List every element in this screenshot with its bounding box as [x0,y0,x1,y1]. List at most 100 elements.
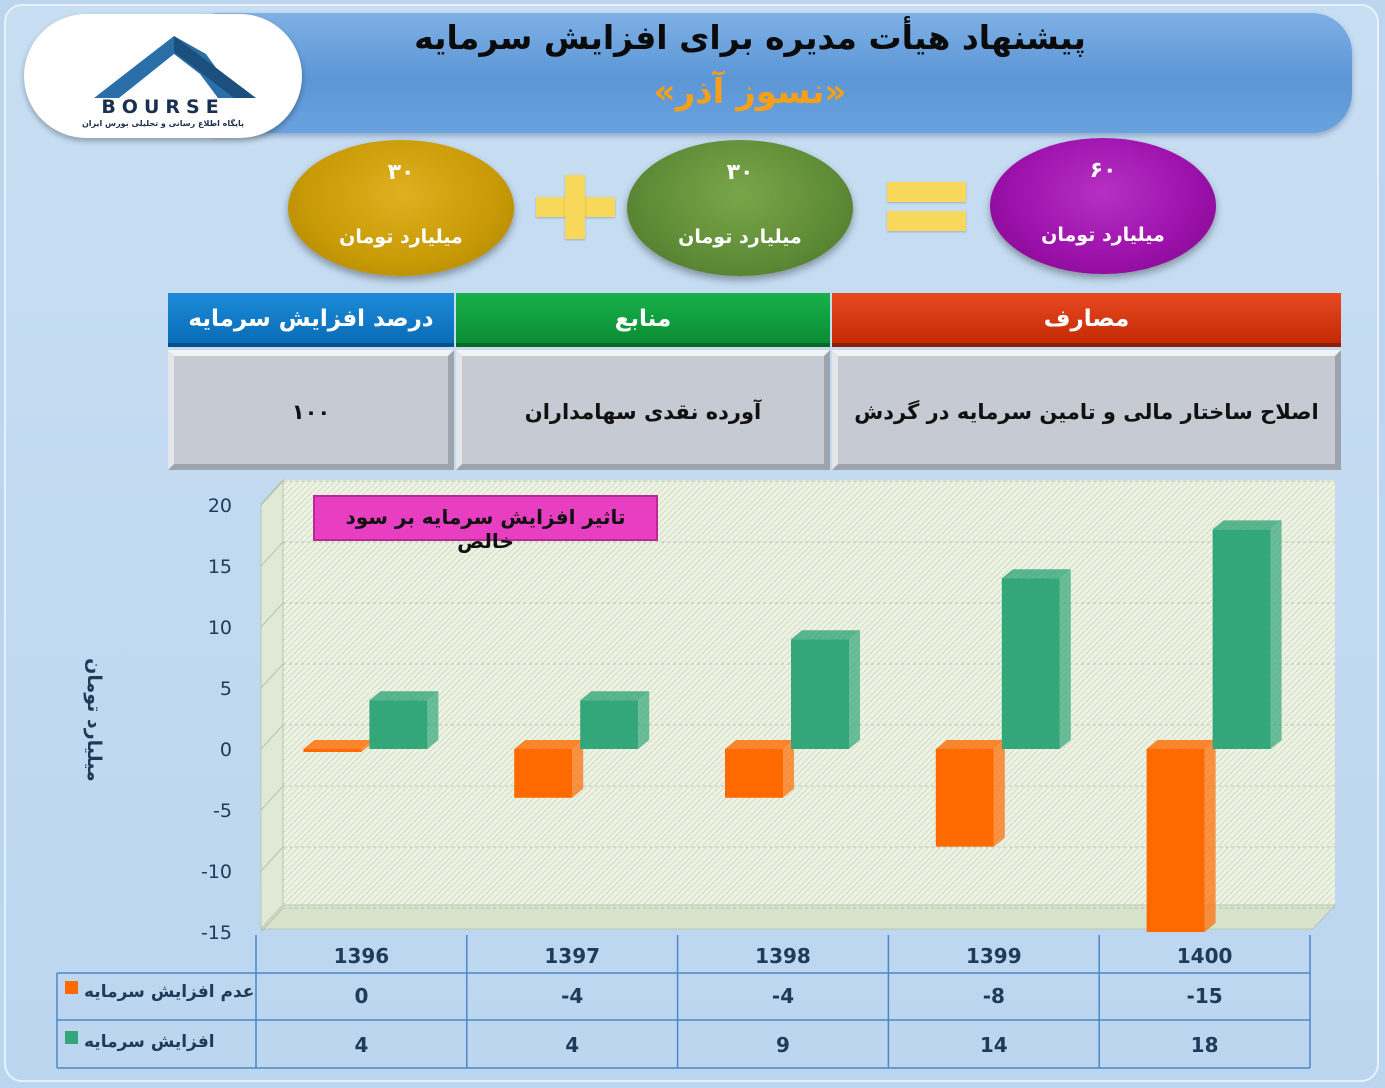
bar-increase-1396 [369,691,439,749]
bar-increase-1400-front [1212,529,1271,749]
plot-floor [259,904,1337,930]
x-category-label: 1399 [966,944,1022,968]
bar-increase-1400 [1212,520,1282,749]
x-category-label: 1396 [334,944,390,968]
table-value-no-increase: 0 [354,984,368,1008]
bar-increase-1397-top [580,691,650,701]
gridline-side [260,663,284,689]
table-value-no-increase: -4 [772,984,794,1008]
y-tick-label: -10 [201,861,232,883]
y-tick-label: 20 [208,495,232,517]
bar-no-increase-1400 [1146,740,1216,932]
page-title: پیشنهاد هیأت مدیره برای افزایش سرمایه [414,18,1086,57]
equals-icon-bottom [887,211,966,231]
bubble-unit: میلیارد تومان [678,226,802,248]
gridline-side [260,480,284,506]
bar-increase-1400-side [1270,520,1282,749]
chart-title: تاثیر افزایش سرمایه بر سود خالص [345,505,626,553]
chart-title-box: تاثیر افزایش سرمایه بر سود خالص [313,495,658,553]
percent-value: ۱۰۰ [168,350,454,470]
plus-icon-vertical [565,175,585,239]
bar-no-increase-1398-top [725,740,794,749]
bar-no-increase-1398-front [725,749,783,798]
bar-no-increase-1397-side [572,740,584,798]
bar-no-increase-1396-top [303,740,373,749]
table-value-no-increase: -15 [1187,984,1223,1008]
gridline-side [260,724,284,750]
y-tick-label: 0 [220,739,232,761]
bubble-total: ۶۰ میلیارد تومان [990,138,1216,274]
y-tick-label: 5 [220,678,232,700]
x-category-label: 1400 [1177,944,1233,968]
bubble-cash-contribution: ۳۰ میلیارد تومان [288,140,514,276]
gridline-side [260,846,284,872]
gridline-side [260,602,284,628]
equals-icon-top [887,182,966,202]
bar-no-increase-1397 [514,740,584,798]
bar-increase-1396-front [369,700,428,749]
y-axis-label: میلیارد تومان [83,658,105,782]
gridline-side [260,907,284,933]
bar-increase-1396-top [369,691,439,701]
gridline-side [260,785,284,811]
table-value-increase: 18 [1191,1033,1219,1057]
bubble-value: ۳۰ [387,160,415,185]
bar-no-increase-1397-top [514,740,584,749]
bar-increase-1398 [791,630,860,749]
bar-increase-1398-front [791,639,849,749]
bar-no-increase-1399-front [935,749,994,847]
bar-increase-1399-front [1001,578,1060,749]
table-value-increase: 9 [776,1033,790,1057]
bar-increase-1398-top [791,630,860,640]
bar-no-increase-1398-side [783,740,794,798]
x-category-label: 1397 [544,944,600,968]
bar-no-increase-1400-top [1146,740,1216,749]
table-value-increase: 4 [354,1033,368,1057]
table-value-no-increase: -4 [561,984,583,1008]
bar-no-increase-1396 [303,740,373,752]
header-band [180,13,1352,133]
legend-label-increase: افزایش سرمایه [84,1032,215,1052]
plot-side-wall [260,478,284,931]
bar-no-increase-1400-side [1204,740,1216,932]
header-sources: منابع [456,293,830,347]
logo-text: BOURSE [101,96,225,118]
bar-no-increase-1400-front [1146,749,1205,932]
bar-no-increase-1399-side [993,740,1005,847]
bar-increase-1399-top [1001,569,1071,579]
bar-increase-1399 [1001,569,1071,749]
sources-value: آورده نقدی سهامداران [456,350,830,470]
bubble-value: ۳۰ [726,160,754,185]
y-tick-label: -5 [213,800,232,822]
bar-increase-1397-side [638,691,650,749]
bar-no-increase-1397-front [514,749,573,798]
header-uses: مصارف [832,293,1341,347]
logo-tagline: پایگاه اطلاع رسانی و تحلیلی بورس ایران [81,119,245,128]
bourse24-logo: BOURSE پایگاه اطلاع رسانی و تحلیلی بورس … [24,14,302,138]
x-category-label: 1398 [755,944,811,968]
uses-value: اصلاح ساختار مالی و تامین سرمایه در گردش [832,350,1341,470]
legend-label-no-increase: عدم افزایش سرمایه [84,982,255,1002]
bar-increase-1400-top [1212,520,1282,530]
header-percent: درصد افزایش سرمایه [168,293,454,347]
y-tick-label: 10 [208,617,232,639]
bubble-second-source: ۳۰ میلیارد تومان [627,140,853,276]
company-name: «نسوز آذر» [653,72,847,112]
gridline-side [260,541,284,567]
logo-mark-icon [94,36,256,98]
y-tick-label: 15 [208,556,232,578]
table-value-increase: 14 [980,1033,1008,1057]
y-tick-label: -15 [201,922,232,944]
bar-increase-1397 [580,691,650,749]
bubble-unit: میلیارد تومان [339,226,463,248]
bar-increase-1398-side [849,630,860,749]
table-value-increase: 4 [565,1033,579,1057]
bubble-unit: میلیارد تومان [1041,224,1165,246]
bar-increase-1397-front [580,700,639,749]
bar-increase-1399-side [1059,569,1071,749]
bar-no-increase-1396-front [303,749,362,752]
bar-increase-1396-side [427,691,439,749]
bar-no-increase-1399-top [935,740,1005,749]
bar-no-increase-1399 [935,740,1005,847]
bubble-value: ۶۰ [1089,158,1117,183]
